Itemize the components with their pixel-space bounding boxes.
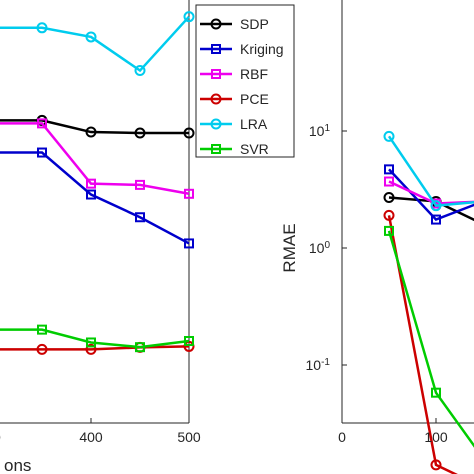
left-marker-lra bbox=[85, 31, 97, 43]
left-marker-svr bbox=[86, 337, 96, 348]
legend-marker-kriging bbox=[211, 44, 221, 54]
left-marker-kriging bbox=[37, 147, 47, 158]
right-marker-lra bbox=[430, 200, 442, 212]
right-x-tick-label: 100 bbox=[424, 429, 448, 445]
left-series-line-pce bbox=[0, 345, 190, 351]
left-marker-pce bbox=[36, 343, 48, 355]
right-series-group bbox=[383, 130, 474, 474]
right-series-line-svr bbox=[387, 230, 474, 448]
legend-label-pce: PCE bbox=[240, 91, 269, 107]
right-series-line-lra bbox=[387, 135, 474, 207]
left-series-line-svr bbox=[0, 328, 190, 349]
left-marker-lra bbox=[183, 11, 195, 23]
left-marker-lra bbox=[36, 22, 48, 34]
left-marker-kriging bbox=[184, 238, 194, 249]
left-x-ticks: 00 400 500 bbox=[0, 418, 201, 445]
left-series-line-kriging bbox=[0, 151, 190, 245]
legend-label-rbf: RBF bbox=[240, 66, 268, 82]
right-y-tick-label: 101 bbox=[309, 123, 331, 140]
legend-label-sdp: SDP bbox=[240, 16, 269, 32]
left-marker-pce bbox=[85, 343, 97, 355]
legend-marker-rbf bbox=[211, 69, 221, 79]
legend-marker-lra bbox=[210, 118, 222, 130]
right-x-tick-label: 0 bbox=[338, 429, 346, 445]
right-marker-kriging bbox=[384, 164, 394, 175]
right-marker-svr bbox=[384, 225, 394, 236]
left-series-line-lra bbox=[0, 15, 190, 73]
left-series-line-sdp bbox=[0, 119, 189, 135]
right-series-line-pce bbox=[387, 215, 458, 474]
legend-label-kriging: Kriging bbox=[240, 41, 284, 57]
left-x-tick-label: 400 bbox=[79, 429, 103, 445]
right-marker-lra bbox=[383, 130, 395, 142]
left-series-line-rbf bbox=[0, 122, 190, 196]
left-marker-sdp bbox=[183, 127, 195, 139]
right-series-line-kriging bbox=[388, 168, 474, 222]
left-plot-axes: 00 400 500 ons bbox=[0, 0, 201, 474]
left-marker-sdp bbox=[134, 127, 146, 139]
right-x-ticks: 0 100 bbox=[338, 418, 448, 445]
left-x-tick-label: 500 bbox=[177, 429, 201, 445]
right-marker-sdp bbox=[383, 192, 395, 204]
left-marker-rbf bbox=[37, 118, 47, 129]
right-marker-rbf bbox=[384, 176, 394, 187]
right-marker-svr bbox=[431, 387, 441, 398]
legend-label-svr: SVR bbox=[240, 141, 269, 157]
right-marker-pce bbox=[383, 209, 395, 221]
legend-marker-sdp bbox=[210, 18, 222, 30]
right-marker-kriging bbox=[431, 214, 441, 225]
left-x-tick-label: 00 bbox=[0, 429, 1, 445]
right-y-axis-label: RMAE bbox=[280, 223, 299, 272]
legend-marker-pce bbox=[210, 93, 222, 105]
left-marker-svr bbox=[135, 342, 145, 353]
legend: SDP Kriging RBF PCE LRA SVR bbox=[195, 4, 295, 158]
legend-items: SDP Kriging RBF PCE LRA SVR bbox=[200, 16, 284, 157]
right-marker-pce bbox=[430, 459, 442, 471]
left-series-group bbox=[0, 11, 195, 355]
left-marker-lra bbox=[134, 65, 146, 77]
left-marker-rbf bbox=[86, 178, 96, 189]
right-y-tick-label: 100 bbox=[309, 240, 331, 257]
left-marker-kriging bbox=[135, 212, 145, 223]
legend-label-lra: LRA bbox=[240, 116, 268, 132]
left-marker-sdp bbox=[85, 126, 97, 138]
left-x-axis-label: ons bbox=[4, 456, 31, 474]
left-marker-rbf bbox=[184, 188, 194, 199]
legend-box bbox=[195, 4, 295, 158]
left-marker-svr bbox=[37, 324, 47, 335]
left-marker-kriging bbox=[86, 189, 96, 200]
left-marker-rbf bbox=[135, 179, 145, 190]
right-y-tick-label: 10-1 bbox=[306, 357, 331, 374]
legend-marker-svr bbox=[211, 144, 221, 154]
left-marker-svr bbox=[184, 335, 194, 346]
